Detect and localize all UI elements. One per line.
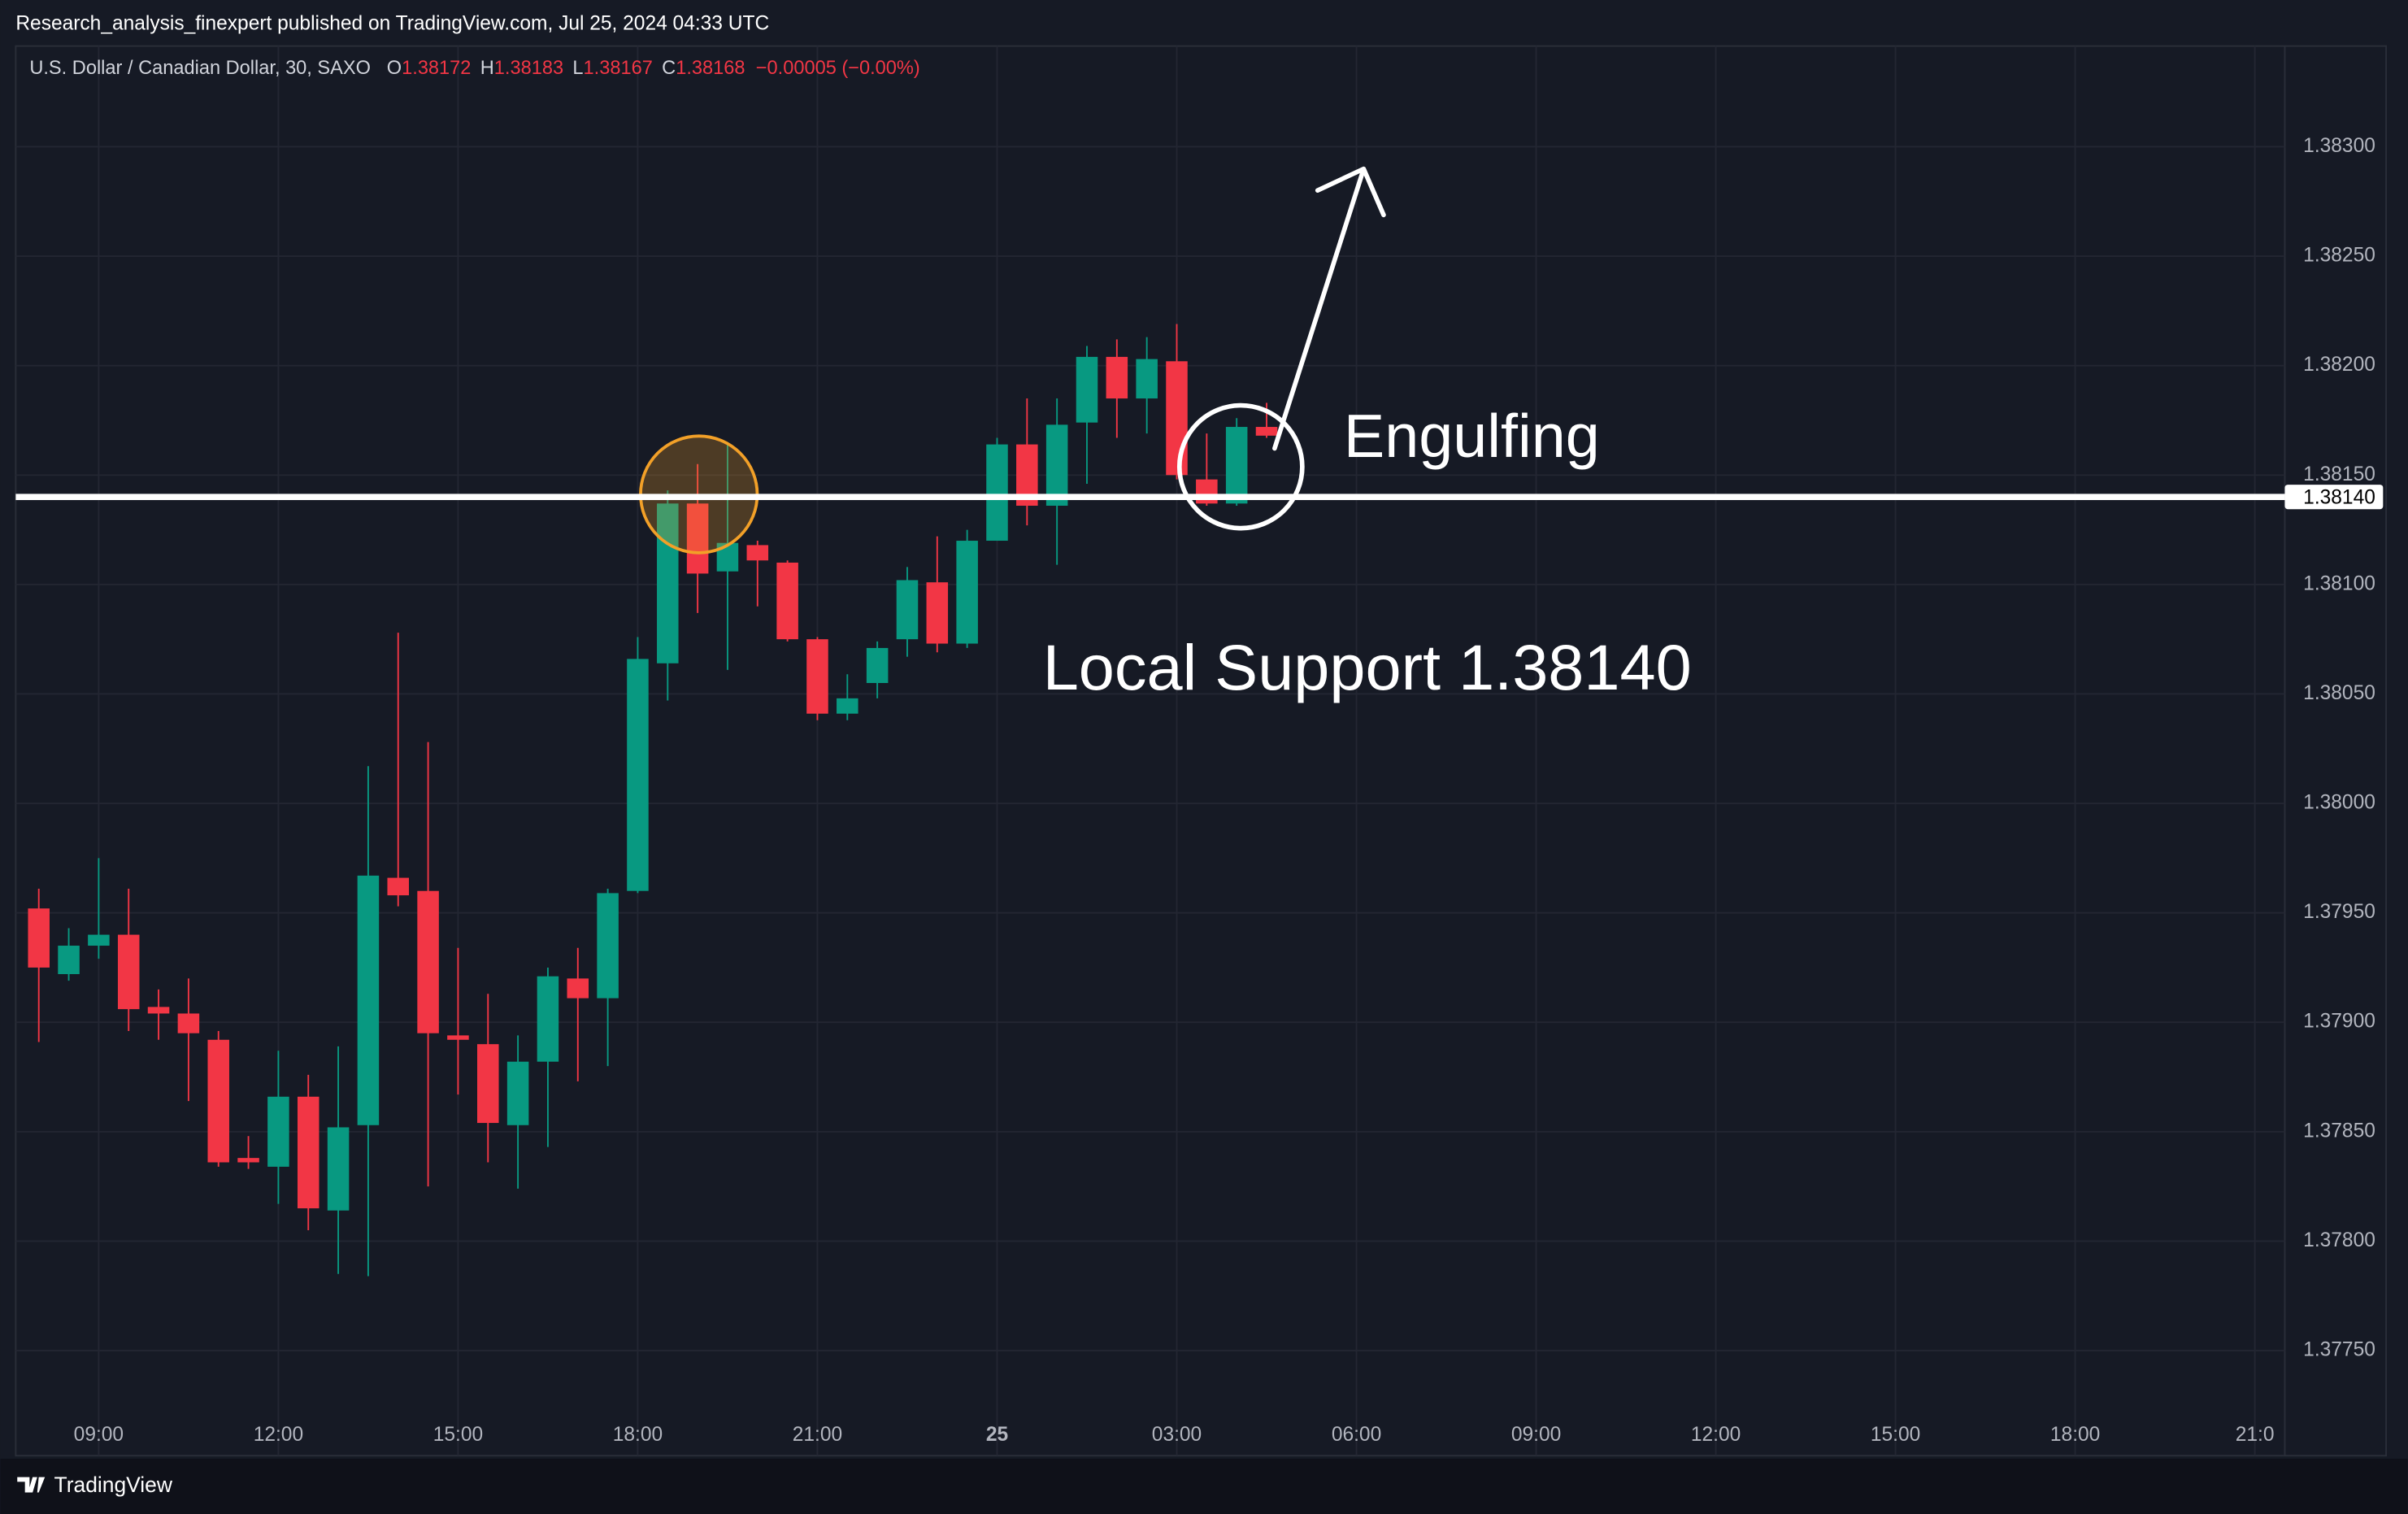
footer-bar: [0, 1459, 2408, 1514]
candle-body: [207, 1039, 229, 1163]
logo: [17, 1477, 46, 1493]
x-tick-label: 12:00: [254, 1424, 303, 1446]
support-label: 1.38140: [2303, 487, 2375, 509]
candle-body: [297, 1096, 319, 1209]
legend-key: H: [480, 58, 494, 79]
x-tick-label: 15:00: [433, 1424, 483, 1446]
legend-value: 1.38168: [676, 58, 745, 79]
candle-body: [896, 580, 919, 640]
x-tick-label: 03:00: [1152, 1424, 1202, 1446]
legend-value: 1.38172: [402, 58, 471, 79]
candle-body: [866, 647, 889, 683]
candle-body: [1106, 356, 1128, 399]
legend-value: 1.38183: [494, 58, 563, 79]
candle-body: [837, 698, 858, 714]
candle-body: [746, 545, 769, 561]
x-tick-label: 21:00: [793, 1424, 842, 1446]
candle-body: [1136, 359, 1158, 399]
y-tick-label: 1.38150: [2303, 463, 2375, 485]
candle-body: [956, 541, 978, 644]
y-tick-label: 1.37950: [2303, 901, 2375, 923]
publisher: Research_analysis_finexpert published on…: [15, 13, 769, 35]
candle-body: [597, 893, 619, 998]
candle-body: [117, 934, 140, 1010]
x-tick-label: 21:0: [2236, 1424, 2275, 1446]
y-tick-label: 1.37900: [2303, 1011, 2375, 1033]
candle-body: [627, 659, 649, 891]
candle-body: [1045, 424, 1068, 506]
engulfing-circle: [1176, 402, 1305, 531]
y-tick-label: 1.38100: [2303, 572, 2375, 594]
candle-body: [147, 1007, 170, 1014]
x-tick-label: 12:00: [1691, 1424, 1741, 1446]
annotation: Engulfing: [1344, 402, 1600, 471]
candle-body: [327, 1127, 350, 1211]
candles: [28, 324, 1278, 1277]
arrow: [1272, 166, 1386, 451]
y-tick-label: 1.38200: [2303, 354, 2375, 376]
legend-key: L: [572, 58, 583, 79]
candle-body: [88, 934, 110, 946]
candle-body: [417, 890, 439, 1033]
candle-body: [58, 946, 80, 975]
y-tick-label: 1.38250: [2303, 245, 2375, 267]
candle-body: [926, 582, 949, 644]
candle-body: [1076, 356, 1098, 423]
y-tick-label: 1.37750: [2303, 1339, 2375, 1361]
candle-body: [1166, 361, 1188, 476]
y-tick-label: 1.37800: [2303, 1229, 2375, 1251]
candle-body: [1225, 427, 1248, 504]
candle-body: [537, 976, 559, 1062]
candle-body: [237, 1158, 259, 1163]
x-tick-label: 09:00: [1511, 1424, 1561, 1446]
x-tick-label: 18:00: [613, 1424, 663, 1446]
x-tick-label: 15:00: [1871, 1424, 1920, 1446]
y-tick-label: 1.38050: [2303, 682, 2375, 704]
legend-change: −0.00005 (−0.00%): [756, 58, 920, 79]
legend-value: 1.38167: [584, 58, 653, 79]
candle-body: [776, 562, 798, 640]
candle-body: [567, 978, 589, 998]
annotation: Local Support 1.38140: [1043, 631, 1692, 703]
candle-body: [387, 877, 410, 896]
y-tick-label: 1.37850: [2303, 1120, 2375, 1142]
candle-body: [806, 639, 828, 714]
legend-key: O: [387, 58, 402, 79]
panel-border: [15, 45, 2388, 1457]
brand: TradingView: [17, 1473, 173, 1497]
support-label-box: [2284, 485, 2384, 510]
candle-body: [506, 1061, 529, 1125]
candle-body: [477, 1044, 499, 1124]
x-tick-label: 06:00: [1332, 1424, 1381, 1446]
brand-name: TradingView: [54, 1473, 173, 1497]
candle-body: [1255, 427, 1278, 436]
candle-body: [267, 1096, 289, 1167]
x-tick-label: 18:00: [2050, 1424, 2100, 1446]
candle-body: [686, 503, 709, 574]
symbol: U.S. Dollar / Canadian Dollar, 30, SAXO: [29, 58, 371, 79]
candle-body: [357, 875, 380, 1125]
candle-body: [28, 908, 50, 968]
candle-body: [447, 1035, 469, 1040]
y-tick-label: 1.38300: [2303, 135, 2375, 157]
overlay: Engulfing Local Support 1.38140 1.38140: [15, 166, 2384, 703]
candle-body: [986, 444, 1008, 542]
x-tick-label: 09:00: [74, 1424, 124, 1446]
legend-key: C: [662, 58, 676, 79]
x-tick-label: 25: [986, 1424, 1008, 1446]
candle-body: [177, 1013, 200, 1033]
y-tick-label: 1.38000: [2303, 792, 2375, 814]
candle-body: [657, 503, 679, 663]
ohlc-legend: U.S. Dollar / Canadian Dollar, 30, SAXO …: [29, 58, 919, 79]
